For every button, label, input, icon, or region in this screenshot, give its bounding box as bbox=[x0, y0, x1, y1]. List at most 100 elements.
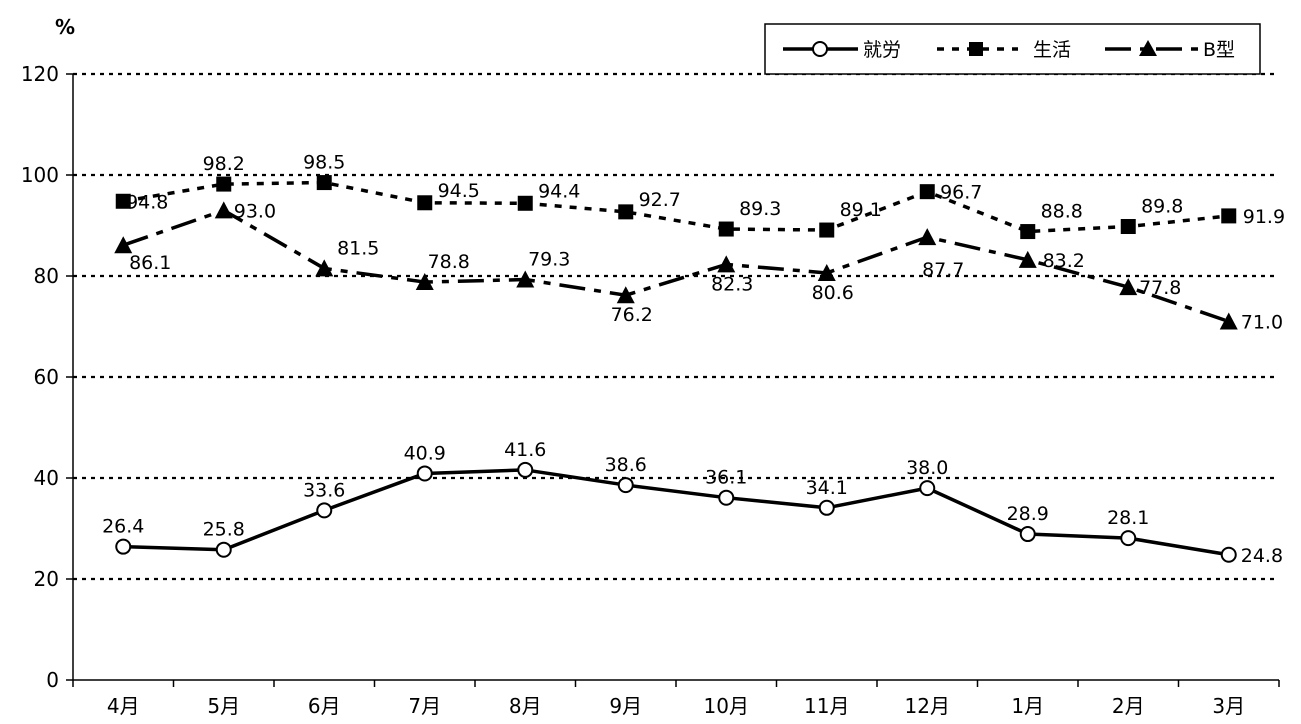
data-point bbox=[1020, 224, 1036, 240]
legend-label-seikatsu: 生活 bbox=[1033, 39, 1071, 61]
data-point bbox=[919, 184, 935, 200]
series-line-seikatsu bbox=[122, 180, 1229, 234]
y-tick-label: 20 bbox=[34, 567, 59, 591]
data-label: 25.8 bbox=[203, 519, 245, 541]
data-point bbox=[416, 465, 433, 482]
data-label: 36.1 bbox=[705, 467, 747, 489]
data-label: 93.0 bbox=[234, 200, 276, 222]
data-label: 96.7 bbox=[940, 182, 982, 204]
data-label: 98.5 bbox=[303, 152, 345, 174]
y-tick-label: 60 bbox=[34, 365, 59, 389]
series-line-shuro bbox=[123, 468, 1230, 557]
data-label: 28.1 bbox=[1107, 507, 1149, 529]
data-point bbox=[718, 221, 734, 237]
data-point bbox=[216, 176, 232, 192]
y-tick-label: 120 bbox=[21, 62, 59, 86]
data-point bbox=[1220, 546, 1237, 563]
data-point bbox=[918, 228, 937, 246]
data-label: 98.2 bbox=[203, 153, 245, 175]
x-tick-label: 12月 bbox=[905, 694, 950, 718]
x-tick-label: 10月 bbox=[704, 694, 749, 718]
legend-marker-btype bbox=[1139, 40, 1157, 56]
legend: 就労 生活 B型 bbox=[764, 23, 1261, 75]
y-tick-label: 80 bbox=[34, 264, 59, 288]
data-point bbox=[215, 541, 232, 558]
legend-marker-shuro bbox=[812, 41, 828, 57]
data-label: 78.8 bbox=[428, 251, 470, 273]
data-label: 82.3 bbox=[711, 273, 753, 295]
data-label: 28.9 bbox=[1007, 503, 1049, 525]
data-label: 38.6 bbox=[605, 454, 647, 476]
data-label: 38.0 bbox=[906, 457, 948, 479]
x-tick-label: 6月 bbox=[308, 694, 341, 718]
x-tick-labels: 4月 5月 6月 7月 8月 9月 10月 11月 12月 1月 2月 3月 bbox=[107, 694, 1245, 718]
data-point bbox=[717, 255, 736, 273]
data-label: 92.7 bbox=[639, 189, 681, 211]
y-tick-label: 100 bbox=[21, 163, 59, 187]
series-btype: 86.1 93.0 81.5 78.8 79.3 76.2 82.3 80.6 87.7 83.2… bbox=[114, 200, 1283, 333]
data-point bbox=[1019, 526, 1036, 543]
data-point bbox=[616, 286, 635, 304]
data-label: 80.6 bbox=[812, 282, 854, 304]
series-seikatsu: 94.8 98.2 98.5 94.5 94.4 92.7 89.3 89.1 96.7 88.8… bbox=[115, 152, 1285, 240]
x-tick-label: 5月 bbox=[207, 694, 240, 718]
data-label: 88.8 bbox=[1041, 201, 1083, 223]
axes bbox=[66, 73, 1280, 687]
data-point bbox=[1120, 530, 1137, 547]
y-tick-label: 40 bbox=[34, 466, 59, 490]
data-point bbox=[1119, 278, 1138, 296]
data-point bbox=[316, 502, 333, 519]
data-label: 89.1 bbox=[840, 199, 882, 221]
data-point bbox=[1221, 208, 1237, 224]
data-point bbox=[516, 270, 535, 288]
data-point bbox=[1219, 312, 1238, 330]
data-label: 89.8 bbox=[1141, 196, 1183, 218]
data-point bbox=[315, 259, 334, 277]
series-line-btype bbox=[122, 208, 1230, 324]
data-point bbox=[817, 263, 836, 281]
y-axis-unit-label: % bbox=[55, 15, 75, 39]
y-tick-label: 0 bbox=[46, 668, 59, 692]
data-label: 83.2 bbox=[1043, 250, 1085, 272]
data-point bbox=[517, 461, 534, 478]
data-point bbox=[115, 193, 131, 209]
data-label: 77.8 bbox=[1139, 277, 1181, 299]
data-label: 81.5 bbox=[337, 237, 379, 259]
data-point bbox=[1120, 219, 1136, 235]
data-label: 94.8 bbox=[126, 191, 168, 213]
data-label: 94.4 bbox=[538, 180, 580, 202]
x-tick-label: 9月 bbox=[609, 694, 642, 718]
data-label: 79.3 bbox=[528, 249, 570, 271]
legend-label-btype: B型 bbox=[1203, 39, 1235, 61]
data-label: 40.9 bbox=[404, 442, 446, 464]
data-label: 76.2 bbox=[611, 304, 653, 326]
data-point bbox=[115, 538, 132, 555]
data-point bbox=[617, 477, 634, 494]
data-label: 71.0 bbox=[1241, 311, 1283, 333]
data-point bbox=[417, 195, 433, 211]
data-label: 86.1 bbox=[129, 252, 171, 274]
data-point bbox=[718, 489, 735, 506]
data-label: 41.6 bbox=[504, 439, 546, 461]
x-tick-label: 7月 bbox=[408, 694, 441, 718]
data-point bbox=[618, 204, 634, 220]
data-label: 91.9 bbox=[1243, 206, 1285, 228]
x-tick-label: 3月 bbox=[1212, 694, 1245, 718]
data-label: 89.3 bbox=[739, 198, 781, 220]
data-point bbox=[316, 175, 332, 191]
data-point bbox=[114, 236, 133, 254]
series-shuro: 26.4 25.8 33.6 40.9 41.6 38.6 36.1 34.1 38.0 28.9… bbox=[102, 439, 1283, 567]
x-tick-label: 4月 bbox=[107, 694, 140, 718]
x-tick-label: 2月 bbox=[1112, 694, 1145, 718]
legend-label-shuro: 就労 bbox=[863, 39, 901, 61]
data-label: 33.6 bbox=[303, 479, 345, 501]
data-label: 26.4 bbox=[102, 516, 144, 538]
data-point bbox=[517, 195, 533, 211]
series-layer: 26.4 25.8 33.6 40.9 41.6 38.6 36.1 34.1 38.0 28.9… bbox=[102, 152, 1285, 567]
data-label: 87.7 bbox=[922, 259, 964, 281]
data-point bbox=[1018, 250, 1037, 268]
gridlines bbox=[73, 72, 1279, 581]
x-tick-label: 11月 bbox=[804, 694, 849, 718]
data-label: 94.5 bbox=[438, 180, 480, 202]
